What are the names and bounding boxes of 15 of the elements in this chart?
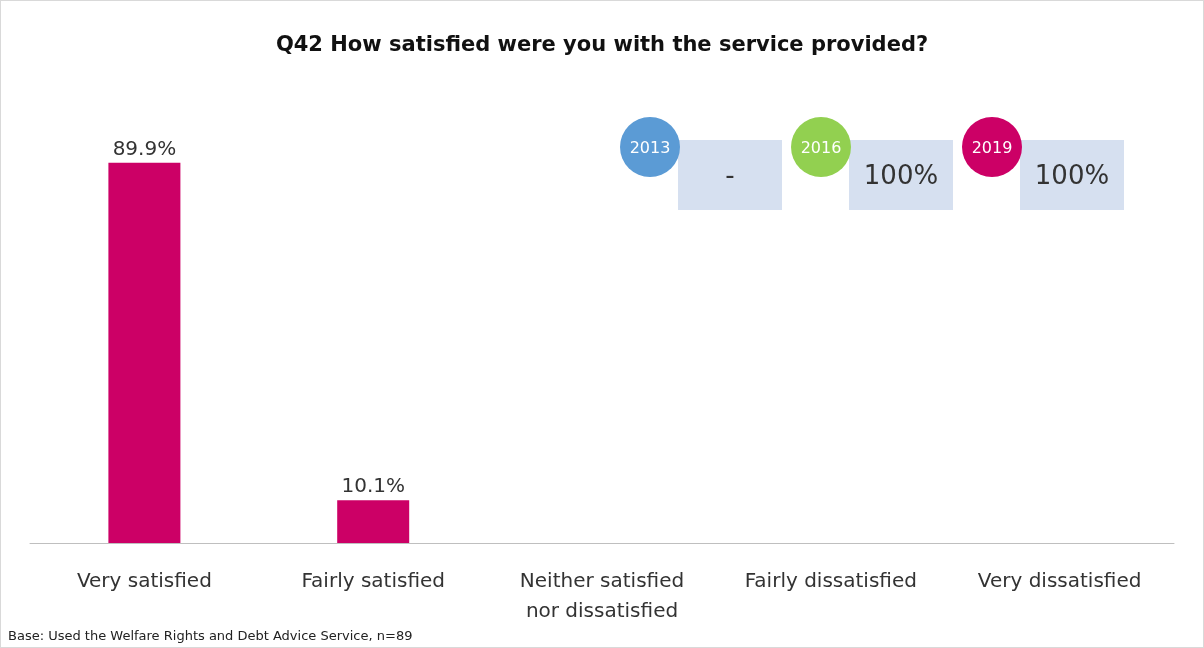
x-tick-label: Very dissatisfied [977,568,1142,592]
year-badge: 100% 2016 [791,117,953,210]
text: Base: Used the Welfare Rights and Debt Advice Service, n=89 [8,628,413,643]
year-badge: - 2013 [620,117,782,210]
year-badge: 100% 2019 [962,117,1124,210]
x-tick-label: Fairly dissatisfied [744,568,917,592]
annotation: 100% [849,140,953,210]
data-label: 10.1% [341,473,405,498]
annotation: - [678,140,782,210]
x-tick-label: Neither satisfied nor dissatisfied [519,568,685,622]
chart-title: Q42 How satisfied were you with the service provided? [275,31,929,56]
x-tick-label: Fairly satisfied [301,568,445,592]
x-tick-label: Very satisfied [76,568,212,592]
annotation: 100% [1020,140,1124,210]
data-label: 89.9% [112,135,177,160]
